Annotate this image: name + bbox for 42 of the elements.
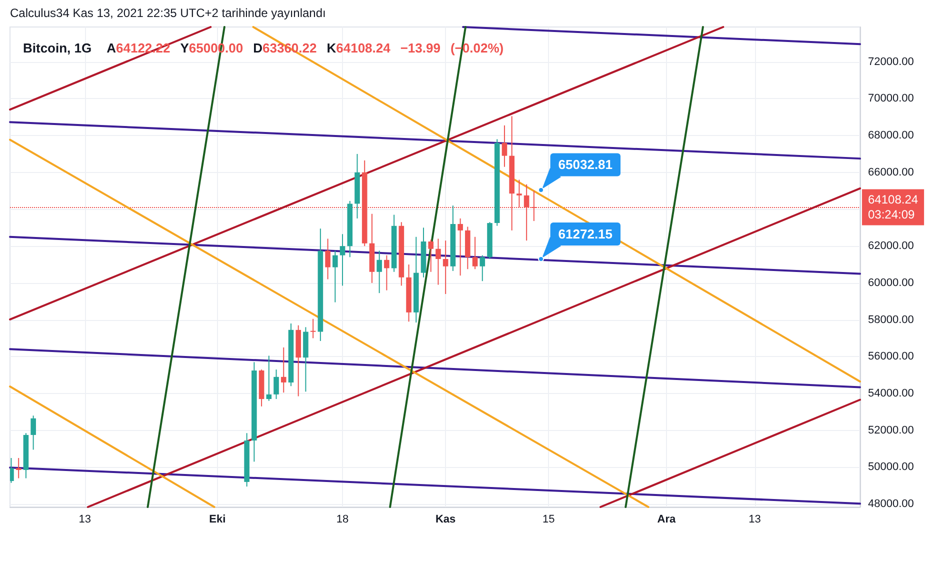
x-tick-label: Eki (209, 514, 226, 526)
y-tick-label: 62000.00 (868, 240, 914, 252)
y-tick-label: 52000.00 (868, 424, 914, 436)
candlestick (30, 415, 36, 450)
x-tick-label: 18 (336, 514, 349, 526)
y-tick-label: 54000.00 (868, 387, 914, 400)
candlestick (480, 254, 486, 282)
x-tick-label: 13 (748, 514, 761, 526)
candlestick (502, 124, 508, 168)
candlestick (384, 254, 390, 291)
y-tick-label: 70000.00 (868, 92, 914, 105)
candlestick (280, 346, 286, 394)
x-tick-label: 15 (542, 514, 555, 526)
candlestick (472, 236, 478, 270)
y-tick-label: 66000.00 (868, 166, 914, 178)
annotation: 65032.81 (558, 157, 613, 172)
candlestick (274, 369, 279, 400)
y-tick-label: 50000.00 (868, 461, 914, 474)
candlestick (458, 218, 463, 276)
candlestick (442, 240, 448, 294)
y-tick-label: 56000.00 (868, 350, 914, 363)
candlestick (310, 318, 316, 339)
x-tick-label: Ara (657, 514, 676, 526)
text: Bitcoin, 1G (23, 40, 92, 56)
y-tick-label: 68000.00 (868, 130, 914, 142)
candlestick (376, 250, 382, 294)
candlestick (340, 234, 346, 286)
candlestick (325, 238, 330, 280)
text: Calculus34 Kas 13, 2021 22:35 UTC+2 tarihinde yayınlandı (10, 6, 326, 20)
y-tick-label: 60000.00 (868, 276, 914, 289)
y-tick-label: 58000.00 (868, 314, 914, 326)
candlestick (436, 238, 441, 286)
y-tick-label: 72000.00 (868, 56, 914, 68)
candlestick (266, 355, 272, 402)
candlestick (428, 239, 434, 272)
annotation: 61272.15 (558, 226, 613, 242)
ref-line-label: 64108.24 03:24:09 (868, 192, 918, 222)
candlestick (332, 250, 338, 303)
x-tick-label: 13 (78, 514, 91, 526)
y-tick-label: 48000.00 (868, 498, 914, 510)
x-tick-label: Kas (435, 514, 456, 526)
candlestick (16, 457, 22, 479)
